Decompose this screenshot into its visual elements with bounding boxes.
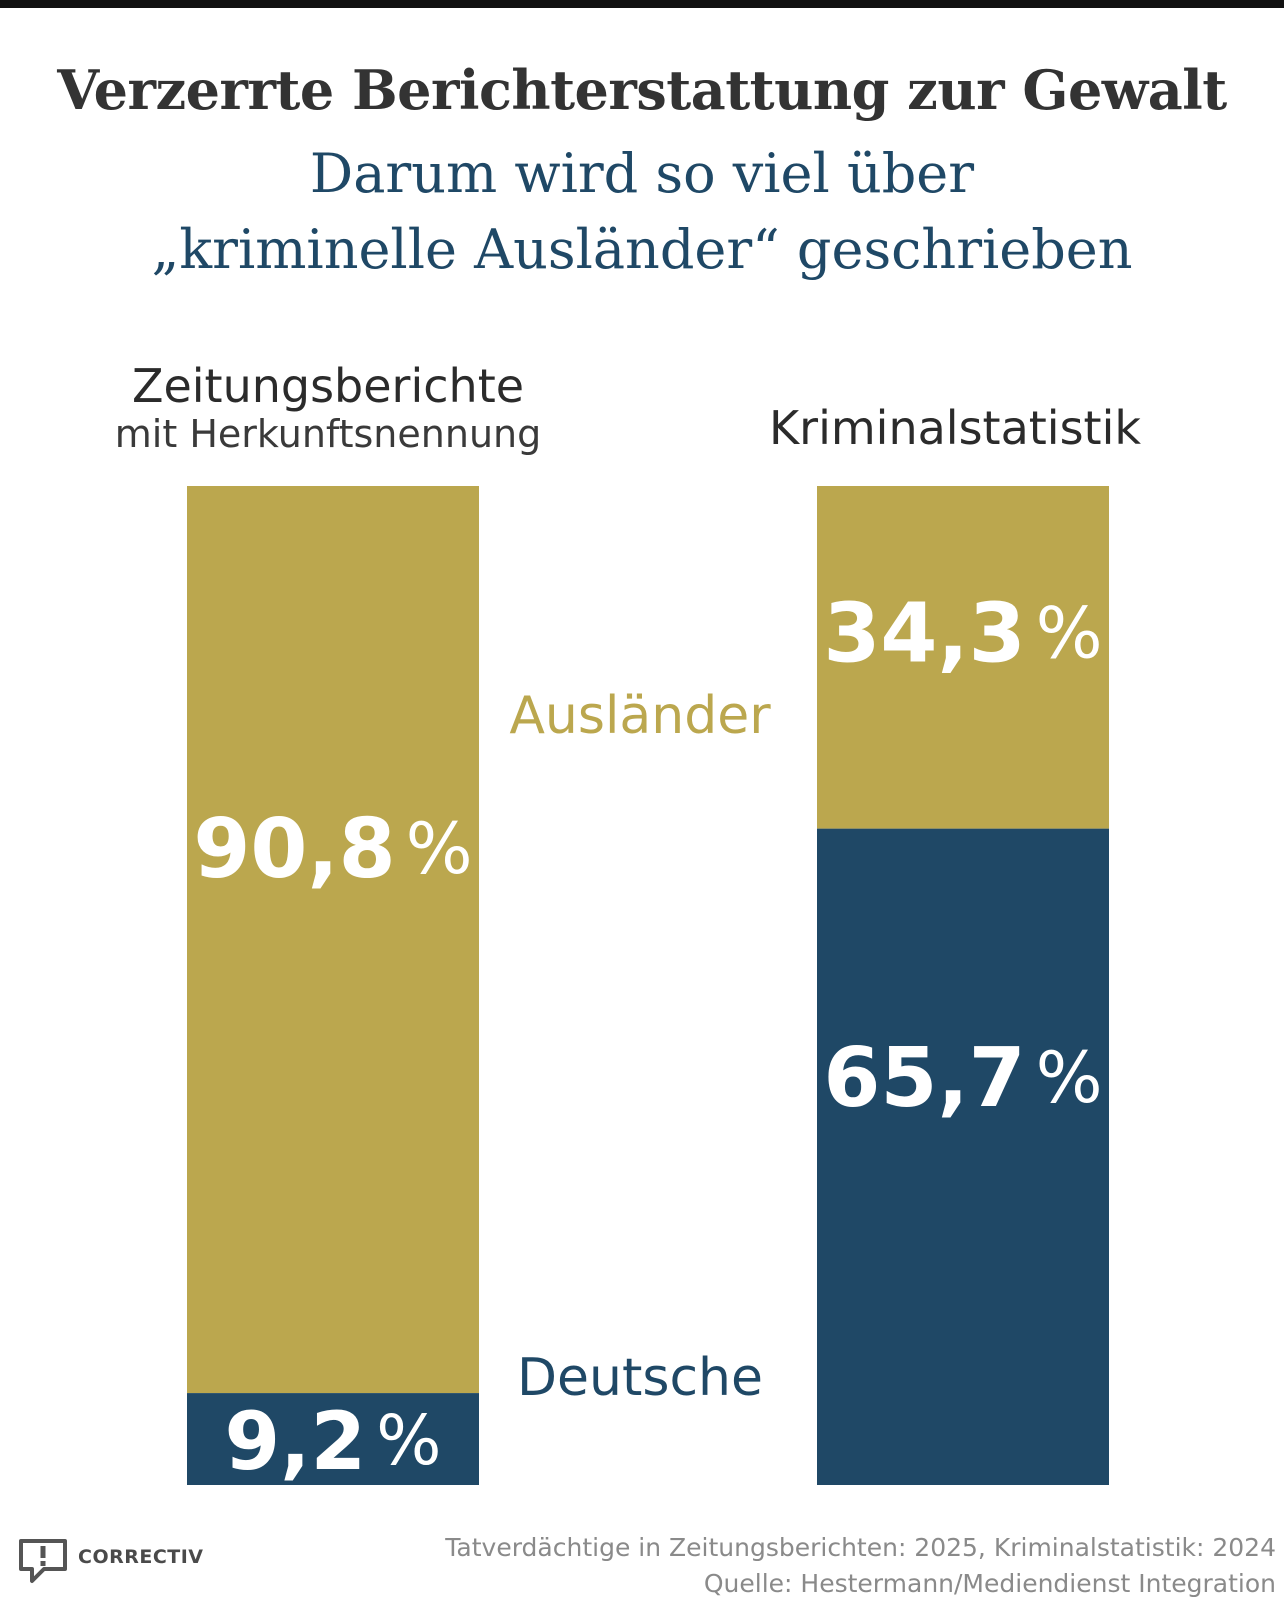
speech-bubble-icon xyxy=(19,1539,67,1583)
data-label-deutsche-1: 65,7% xyxy=(823,1031,1102,1126)
data-label-deutsche-0: 9,2% xyxy=(224,1395,441,1488)
bar-segment-deutsche-1 xyxy=(817,828,1109,1485)
bar-segment-auslaender-0 xyxy=(187,486,479,1394)
footer-line-2: Quelle: Hestermann/Mediendienst Integrat… xyxy=(703,1569,1276,1598)
subtitle-line-1: Darum wird so viel über xyxy=(309,142,975,205)
legend-deutsche: Deutsche xyxy=(516,1348,763,1408)
chart-subtitle: Darum wird so viel über „kriminelle Ausl… xyxy=(0,136,1284,288)
bar-segment-deutsche-0 xyxy=(187,1393,479,1485)
chart-title: Verzerrte Berichterstattung zur Gewalt xyxy=(57,58,1227,122)
footer-note: Tatverdächtige in Zeitungsberichten: 202… xyxy=(445,1530,1276,1602)
brand-logo: CORRECTIV xyxy=(18,1538,218,1598)
brand-name: CORRECTIV xyxy=(78,1546,204,1568)
column-title-kriminalstatistik: Kriminalstatistik xyxy=(720,402,1190,454)
legend-auslaender: Ausländer xyxy=(509,686,771,746)
column-title-main: Kriminalstatistik xyxy=(769,401,1141,455)
bar-segment-auslaender-1 xyxy=(817,486,1109,829)
column-title-main: Zeitungsberichte xyxy=(131,359,525,413)
footer-line-1: Tatverdächtige in Zeitungsberichten: 202… xyxy=(445,1533,1276,1562)
subtitle-line-2: „kriminelle Ausländer“ geschrieben xyxy=(151,218,1133,281)
column-title-sub: mit Herkunftsnennung xyxy=(114,412,542,456)
data-label-auslaender-1: 34,3% xyxy=(823,586,1102,681)
column-title-zeitungsberichte: Zeitungsberichte mit Herkunftsnennung xyxy=(108,360,548,456)
top-bar xyxy=(0,0,1284,8)
data-label-auslaender-0: 90,8% xyxy=(193,801,472,896)
